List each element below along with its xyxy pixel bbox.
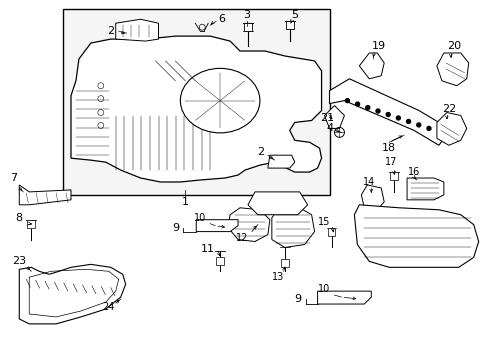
Text: 13: 13	[271, 272, 284, 282]
Circle shape	[355, 102, 359, 106]
Text: 11: 11	[201, 244, 215, 255]
Polygon shape	[19, 264, 125, 324]
Polygon shape	[354, 205, 478, 267]
Text: 2: 2	[107, 26, 114, 36]
Text: 8: 8	[16, 213, 23, 223]
Polygon shape	[271, 208, 314, 247]
Text: 18: 18	[381, 143, 395, 153]
Polygon shape	[361, 185, 384, 210]
Ellipse shape	[180, 68, 260, 133]
Polygon shape	[436, 113, 466, 145]
Text: 20: 20	[446, 41, 460, 51]
Bar	[27, 220, 35, 228]
Circle shape	[345, 99, 349, 103]
Text: 4: 4	[325, 123, 332, 134]
Polygon shape	[436, 53, 468, 86]
Polygon shape	[324, 105, 344, 129]
Polygon shape	[116, 19, 158, 41]
Polygon shape	[19, 185, 71, 205]
Text: 19: 19	[371, 41, 386, 51]
Circle shape	[426, 126, 430, 130]
Bar	[389, 172, 397, 180]
Text: 17: 17	[384, 157, 397, 167]
Text: 10: 10	[194, 213, 206, 223]
Polygon shape	[227, 208, 269, 242]
Polygon shape	[196, 220, 238, 231]
Text: 3: 3	[243, 10, 250, 20]
Bar	[216, 257, 224, 265]
Text: 21: 21	[320, 113, 334, 123]
Polygon shape	[267, 155, 294, 168]
Text: 24: 24	[102, 302, 115, 312]
Circle shape	[396, 116, 400, 120]
Circle shape	[386, 113, 389, 117]
Text: 22: 22	[441, 104, 455, 113]
Circle shape	[375, 109, 379, 113]
Polygon shape	[71, 36, 321, 182]
Bar	[327, 228, 335, 235]
Text: 6: 6	[218, 14, 225, 24]
Circle shape	[406, 120, 410, 123]
Bar	[63, 9, 329, 195]
Text: 7: 7	[10, 173, 17, 183]
Text: 9: 9	[171, 222, 179, 233]
Circle shape	[416, 123, 420, 127]
Text: 2: 2	[257, 147, 264, 157]
Bar	[280, 260, 288, 267]
Text: 12: 12	[235, 233, 248, 243]
Bar	[244, 23, 251, 31]
Polygon shape	[317, 291, 370, 304]
Polygon shape	[359, 53, 384, 79]
Polygon shape	[247, 192, 307, 215]
Bar	[285, 21, 293, 29]
Text: 15: 15	[318, 217, 330, 227]
Text: 10: 10	[318, 284, 330, 294]
Circle shape	[365, 105, 369, 109]
Text: 23: 23	[12, 256, 26, 266]
Text: 14: 14	[363, 177, 375, 187]
Polygon shape	[406, 178, 443, 200]
Text: 5: 5	[291, 10, 298, 20]
Text: 9: 9	[294, 294, 301, 304]
Polygon shape	[329, 79, 443, 145]
Text: 16: 16	[407, 167, 419, 177]
Text: 1: 1	[182, 197, 188, 207]
